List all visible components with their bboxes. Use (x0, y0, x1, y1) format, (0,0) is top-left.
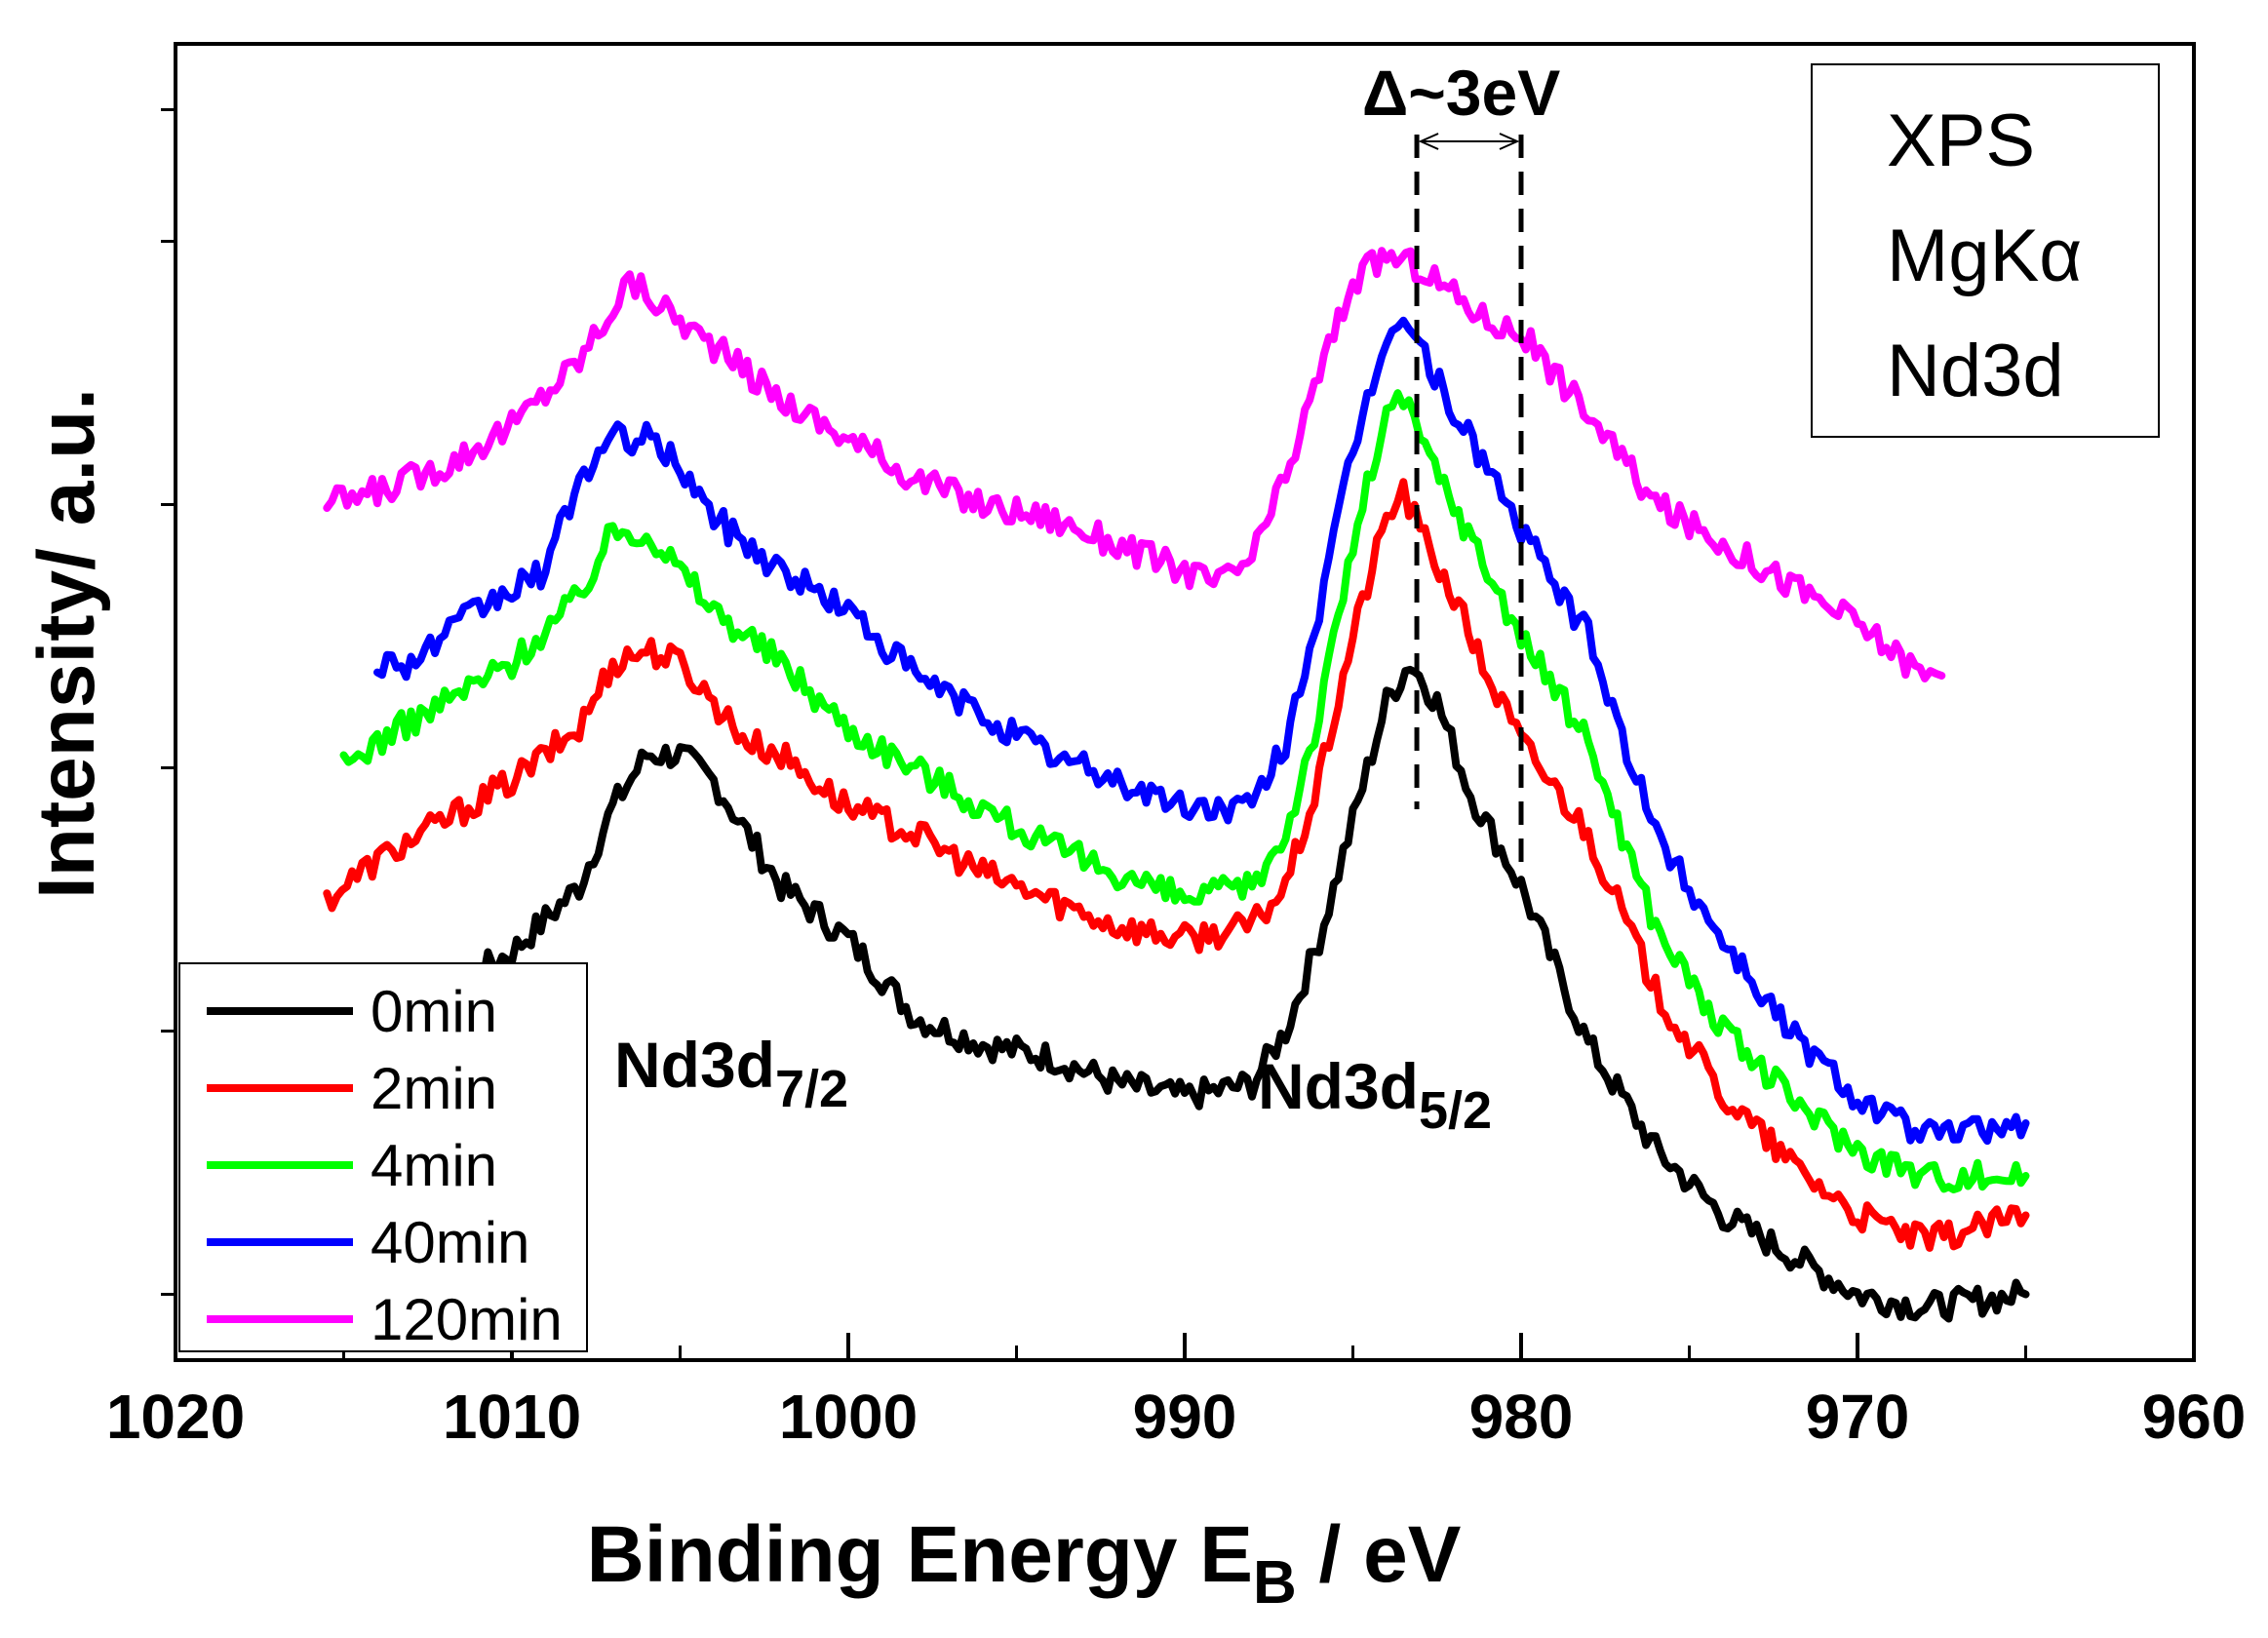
x-tick-label: 960 (2142, 1382, 2247, 1452)
legend-label-0min: 0min (371, 979, 497, 1044)
peak-label-nd3d-5-2-main: Nd3d (1258, 1050, 1419, 1122)
x-tick-label: 980 (1469, 1382, 1574, 1452)
x-axis-title-suffix: / eV (1297, 1510, 1462, 1599)
legend-label-4min: 4min (371, 1133, 497, 1198)
shift-annotation: Δ~3eV (1362, 57, 1560, 873)
series-line-40min (373, 316, 2030, 1146)
shift-arrow-head-right (1499, 133, 1520, 150)
peak-label-nd3d-7-2-sub: 7/2 (775, 1060, 848, 1118)
x-axis-title-main: Binding Energy E (587, 1510, 1253, 1599)
series-line-4min (339, 389, 2030, 1193)
peak-label-nd3d-5-2-sub: 5/2 (1419, 1081, 1492, 1140)
series-line-2min (323, 478, 2030, 1252)
shift-label: Δ~3eV (1362, 57, 1560, 129)
info-box-line-1: XPS (1887, 99, 2035, 182)
legend: 0min 2min 4min 40min 120min (178, 962, 588, 1352)
x-tick-labels: 1020 1010 1000 990 980 970 960 (106, 1382, 2247, 1452)
x-tick-label: 1000 (779, 1382, 918, 1452)
x-tick-label: 990 (1133, 1382, 1237, 1452)
series-line-0min (323, 665, 2030, 1323)
x-tick-label: 970 (1806, 1382, 1910, 1452)
axis-ticks (161, 108, 2196, 1360)
peak-label-nd3d-7-2-main: Nd3d (614, 1029, 775, 1101)
peak-label-nd3d-7-2: Nd3d7/2 (614, 1029, 848, 1118)
info-box: XPS MgKα Nd3d (1811, 63, 2160, 438)
y-axis-title: Intensity/ a.u. (22, 388, 111, 899)
series-layer (323, 247, 2030, 1323)
x-axis-title: Binding Energy EB / eV (587, 1510, 1462, 1617)
x-axis-title-sub: B (1253, 1549, 1297, 1617)
x-tick-label: 1020 (106, 1382, 245, 1452)
series-line-120min (323, 247, 1946, 682)
legend-label-120min: 120min (371, 1287, 563, 1352)
info-box-line-3: Nd3d (1887, 330, 2064, 412)
info-box-line-2: MgKα (1887, 214, 2082, 297)
peak-label-nd3d-5-2: Nd3d5/2 (1258, 1050, 1492, 1140)
legend-label-2min: 2min (371, 1056, 497, 1121)
legend-label-40min: 40min (371, 1210, 529, 1275)
info-box-frame (1811, 63, 2160, 438)
x-tick-label: 1010 (443, 1382, 581, 1452)
shift-arrow-head-left (1418, 133, 1439, 150)
legend-frame (178, 962, 588, 1352)
